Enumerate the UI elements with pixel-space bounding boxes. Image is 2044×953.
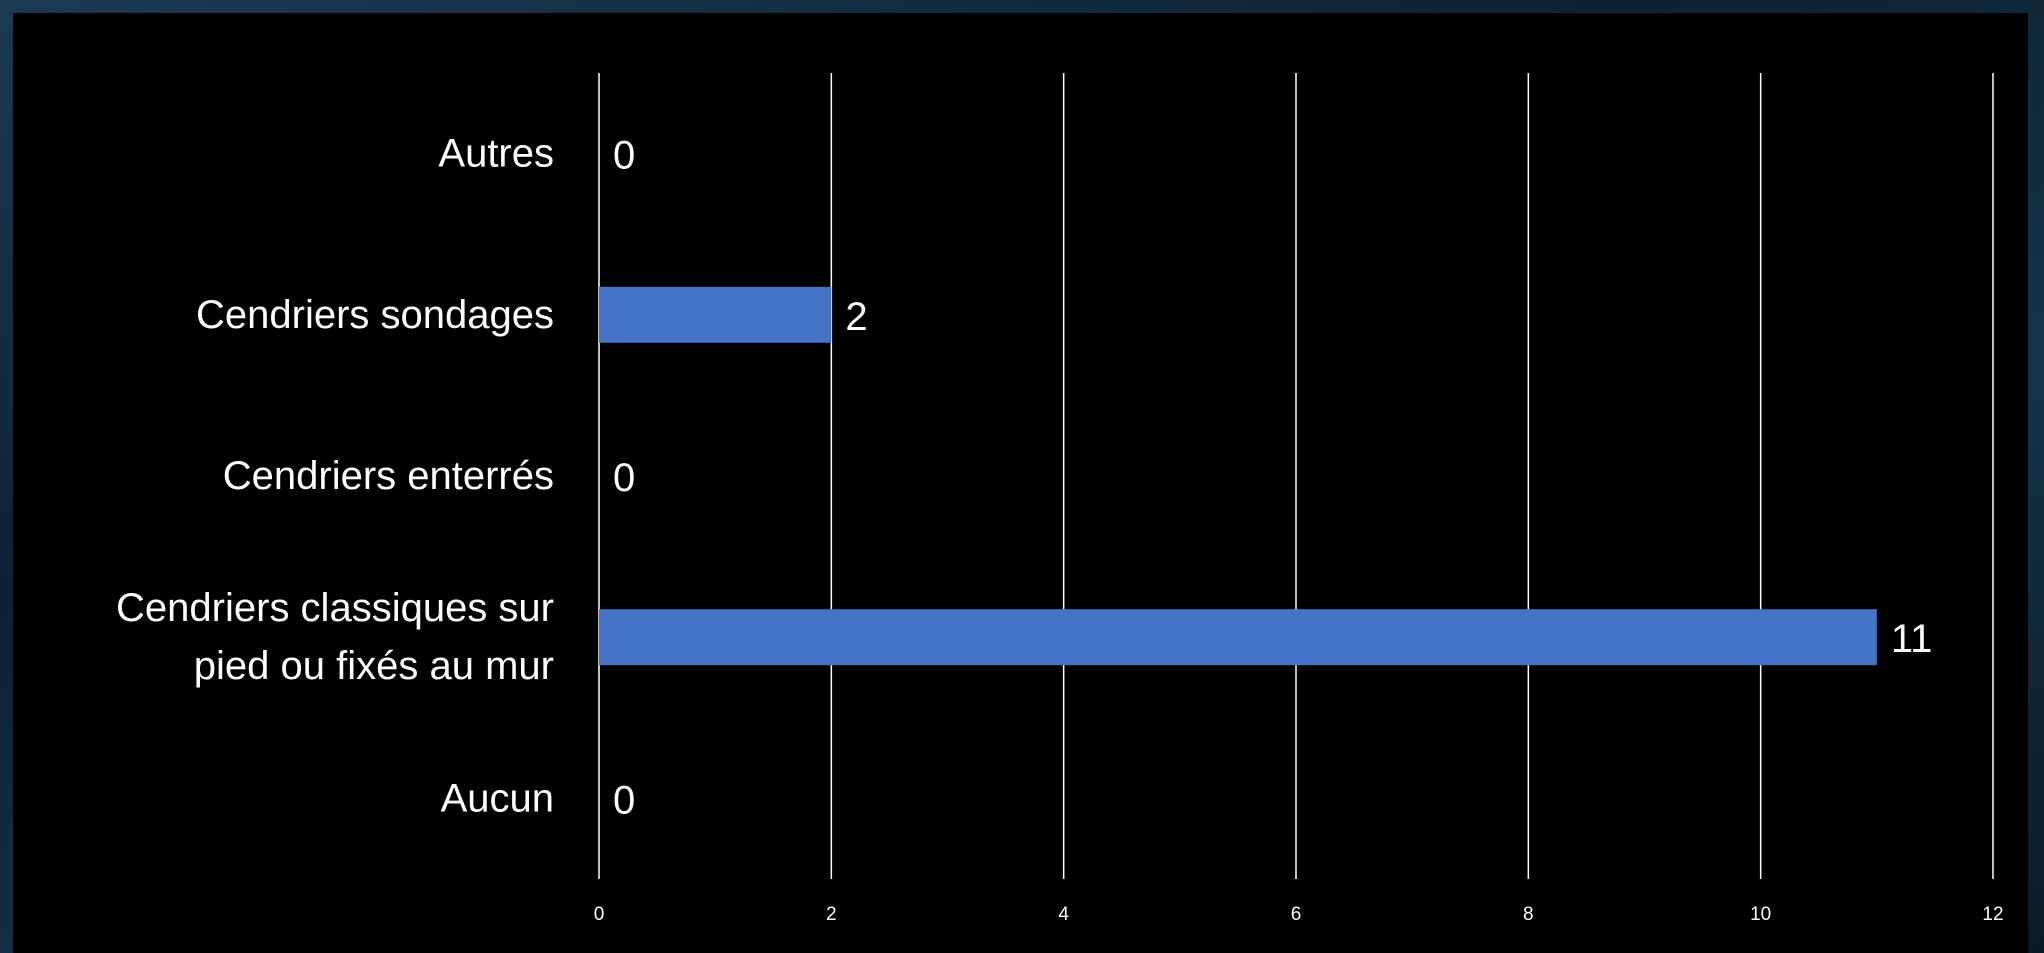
bar xyxy=(599,609,1877,666)
category-labels: Autres Cendriers sondages Cendriers enterr… xyxy=(116,132,554,821)
gridlines xyxy=(598,73,1994,879)
category-label-line: Cendriers classiques sur xyxy=(116,586,554,630)
bars xyxy=(599,286,1877,666)
category-label-line: Autres xyxy=(438,132,554,176)
category-label: Autres xyxy=(438,132,554,176)
data-label: 0 xyxy=(613,134,635,178)
category-label-line: Aucun xyxy=(441,776,554,820)
category-label-line: pied ou fixés au mur xyxy=(194,644,554,688)
x-tick-label: 8 xyxy=(1523,904,1534,925)
bar xyxy=(599,286,832,343)
category-label: Cendriers classiques sur pied ou fixés au… xyxy=(116,586,554,688)
x-tick-label: 0 xyxy=(594,904,605,925)
data-labels: 0 2 0 11 0 xyxy=(613,134,1932,823)
category-label: Cendriers sondages xyxy=(196,293,554,337)
x-tick-label: 2 xyxy=(826,904,837,925)
x-tick-label: 4 xyxy=(1058,904,1069,925)
category-label-line: Cendriers enterrés xyxy=(223,454,554,498)
x-tick-label: 12 xyxy=(1982,904,2003,925)
category-label: Aucun xyxy=(441,776,554,820)
bar-chart: Autres Cendriers sondages Cendriers enterr… xyxy=(116,73,2004,925)
data-label: 11 xyxy=(1891,617,1933,661)
data-label: 2 xyxy=(845,295,867,339)
category-label-line: Cendriers sondages xyxy=(196,293,554,337)
chart-panel: Autres Cendriers sondages Cendriers enterr… xyxy=(13,13,2028,953)
x-tick-label: 10 xyxy=(1750,904,1771,925)
x-axis-tick-labels: 0 2 4 6 8 10 12 xyxy=(594,904,2004,925)
data-label: 0 xyxy=(613,778,635,822)
data-label: 0 xyxy=(613,456,635,500)
category-label: Cendriers enterrés xyxy=(223,454,554,498)
x-tick-label: 6 xyxy=(1291,904,1302,925)
